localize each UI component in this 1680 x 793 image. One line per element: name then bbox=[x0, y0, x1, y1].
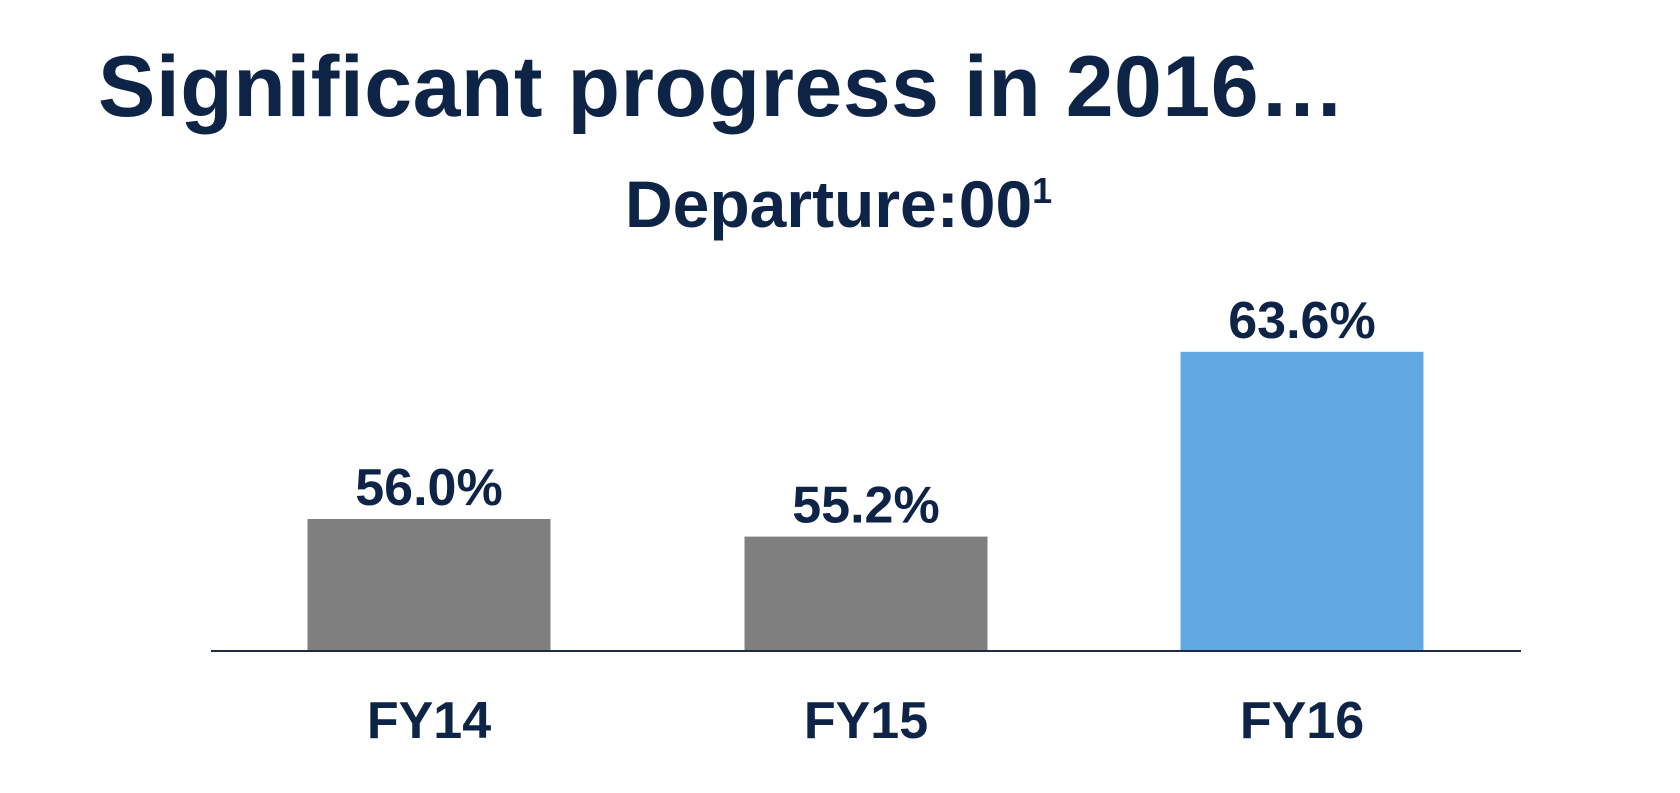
data-label-fy16: 63.6% bbox=[1228, 292, 1375, 350]
x-tick-label-fy16: FY16 bbox=[1240, 692, 1364, 750]
slide-title: Significant progress in 2016… bbox=[98, 39, 1346, 135]
chart-title-footnote: 1 bbox=[1032, 170, 1053, 211]
data-label-fy14: 56.0% bbox=[355, 459, 502, 517]
chart-title: Departure:001 bbox=[625, 166, 1052, 242]
labels-layer: 56.0% FY14 55.2% FY15 63.6% FY16 bbox=[355, 292, 1375, 750]
data-label-fy15: 55.2% bbox=[792, 477, 939, 535]
bars-layer bbox=[307, 351, 1424, 651]
x-tick-label-fy14: FY14 bbox=[367, 692, 491, 750]
bar-fy15 bbox=[744, 536, 988, 651]
x-tick-label-fy15: FY15 bbox=[804, 692, 928, 750]
bar-fy14 bbox=[307, 519, 551, 651]
chart-title-text: Departure:00 bbox=[625, 167, 1033, 241]
bar-fy16 bbox=[1180, 351, 1424, 651]
